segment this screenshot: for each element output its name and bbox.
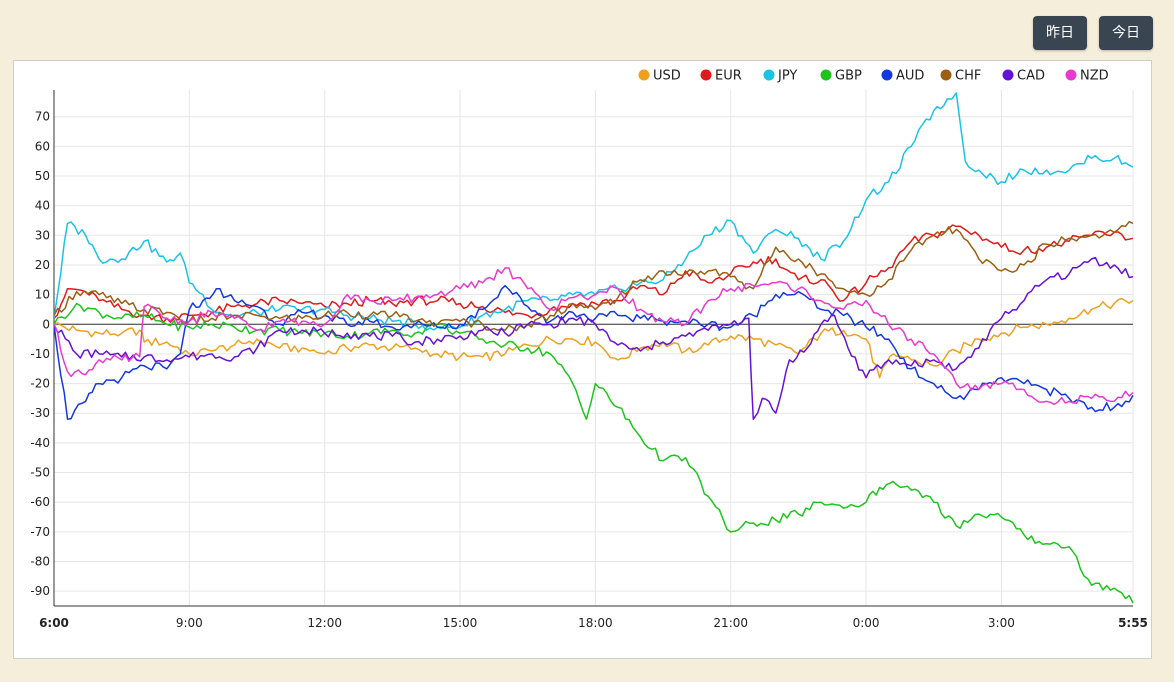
legend-item-gbp[interactable]: GBP: [820, 69, 862, 84]
y-axis: 70 60 50 40 30 20 10 0 -10 -20 -30 -40 -50 -60 -70 -80 -…: [30, 90, 55, 606]
series-line-gbp: [54, 302, 1134, 604]
legend-swatch: [940, 69, 952, 81]
yesterday-button[interactable]: 昨日: [1033, 16, 1087, 50]
y-tick-label: 30: [35, 228, 50, 242]
y-tick-label: 70: [35, 110, 50, 124]
legend-item-nzd[interactable]: NZD: [1065, 69, 1109, 84]
series-line-usd: [54, 297, 1134, 379]
legend-swatch: [1065, 69, 1077, 81]
y-tick-label: 20: [35, 258, 50, 272]
legend-swatch: [820, 69, 832, 81]
y-tick-label: 50: [35, 169, 50, 183]
y-tick-label: -40: [30, 436, 50, 450]
y-tick-label: -60: [30, 495, 50, 509]
legend-label: EUR: [715, 69, 742, 84]
y-tick-label: -30: [30, 406, 50, 420]
currency-strength-chart: 70 60 50 40 30 20 10 0 -10 -20 -30 -40 -50 -60 -70 -80 -…: [30, 69, 1148, 631]
series-line-aud: [54, 284, 1134, 420]
y-tick-label: 40: [35, 199, 50, 213]
legend-item-jpy[interactable]: JPY: [763, 69, 798, 84]
today-button[interactable]: 今日: [1099, 16, 1153, 50]
y-tick-label: -80: [30, 555, 50, 569]
x-tick-label: 9:00: [176, 616, 203, 630]
legend-label: GBP: [835, 69, 862, 84]
series-lines: [54, 92, 1134, 604]
legend-swatch: [881, 69, 893, 81]
y-tick-label: 0: [42, 317, 50, 331]
x-tick-label: 15:00: [443, 616, 478, 630]
legend-label: USD: [653, 69, 681, 84]
legend[interactable]: USD EUR JPY GBP AUD CHF CAD NZD: [638, 69, 1109, 84]
legend-swatch: [700, 69, 712, 81]
y-tick-label: -70: [30, 525, 50, 539]
y-tick-label: -90: [30, 584, 50, 598]
series-line-cad: [54, 256, 1134, 420]
y-tick-label: -20: [30, 377, 50, 391]
legend-swatch: [1002, 69, 1014, 81]
legend-label: CHF: [955, 69, 981, 84]
series-line-eur: [54, 224, 1134, 324]
legend-label: CAD: [1017, 69, 1045, 84]
legend-item-chf[interactable]: CHF: [940, 69, 982, 84]
legend-item-usd[interactable]: USD: [638, 69, 681, 84]
series-line-chf: [54, 220, 1134, 332]
x-axis: 6:00 9:00 12:00 15:00 18:00 21:00 0:00 3:00 5:55: [39, 605, 1148, 630]
y-tick-label: 10: [35, 288, 50, 302]
x-tick-label: 0:00: [853, 616, 880, 630]
legend-item-aud[interactable]: AUD: [881, 69, 925, 84]
y-tick-label: -50: [30, 466, 50, 480]
legend-label: AUD: [896, 69, 924, 84]
chart-panel: 70 60 50 40 30 20 10 0 -10 -20 -30 -40 -50 -60 -70 -80 -…: [13, 60, 1152, 659]
chart-grid: [53, 90, 1134, 606]
x-tick-label: 12:00: [307, 616, 342, 630]
x-tick-label: 6:00: [39, 616, 69, 630]
legend-swatch: [638, 69, 650, 81]
x-tick-label: 3:00: [988, 616, 1015, 630]
legend-label: NZD: [1080, 69, 1109, 84]
legend-item-cad[interactable]: CAD: [1002, 69, 1045, 84]
legend-swatch: [763, 69, 775, 81]
y-tick-label: -10: [30, 347, 50, 361]
series-line-nzd: [54, 267, 1134, 406]
y-tick-label: 60: [35, 139, 50, 153]
x-tick-label: 18:00: [578, 616, 613, 630]
legend-item-eur[interactable]: EUR: [700, 69, 742, 84]
x-tick-label: 21:00: [713, 616, 748, 630]
x-tick-label: 5:55: [1118, 616, 1148, 630]
legend-label: JPY: [777, 69, 797, 84]
